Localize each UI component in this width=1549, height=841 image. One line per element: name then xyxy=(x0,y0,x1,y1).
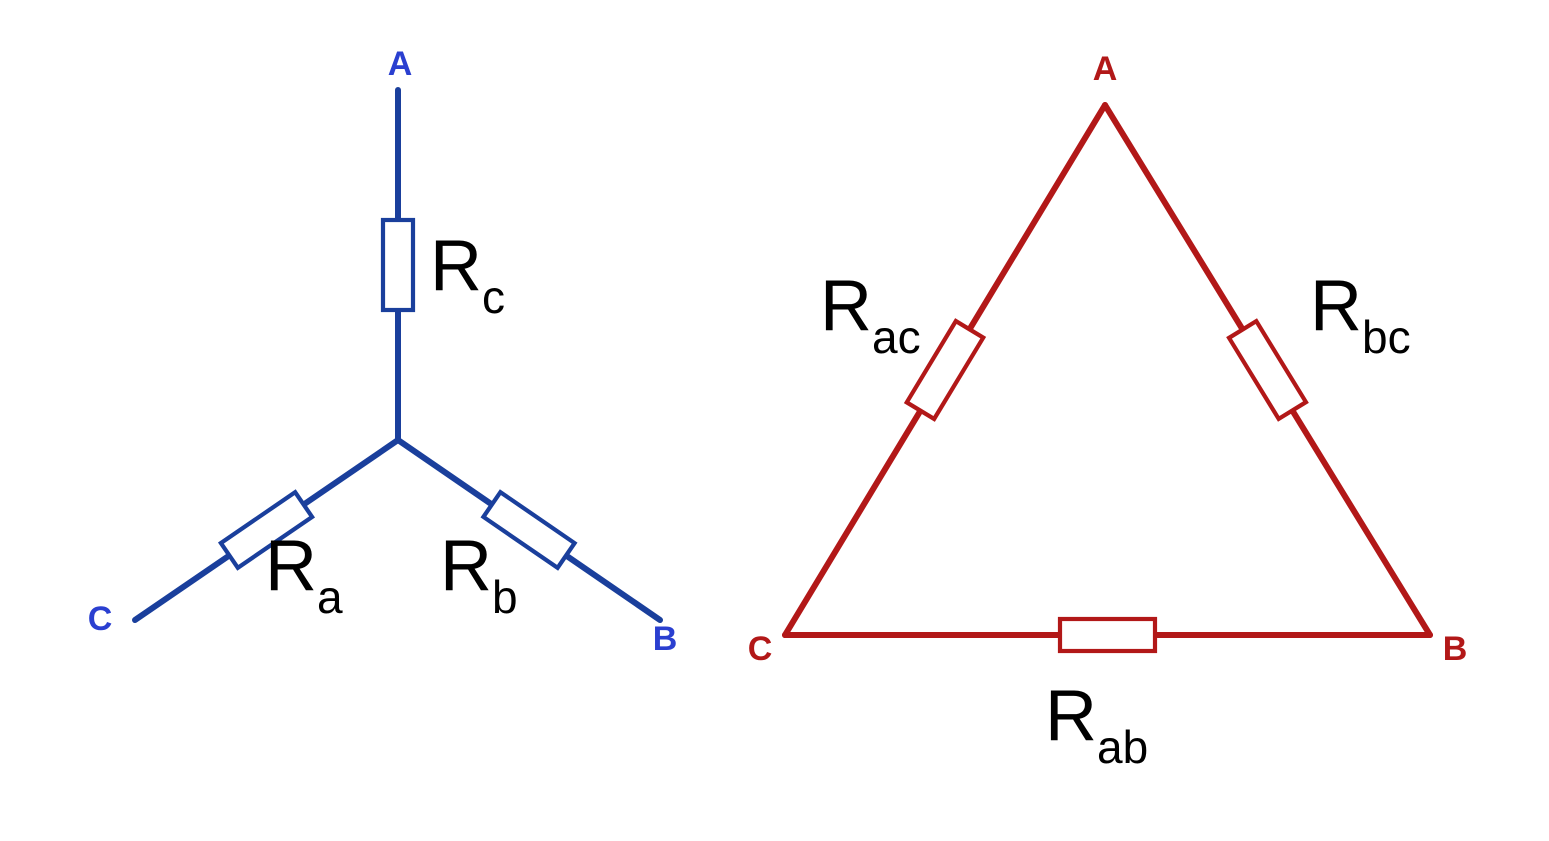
wye-node-a-label: A xyxy=(388,45,413,83)
wye-ra-wire-2 xyxy=(135,555,229,620)
wye-rc-resistor xyxy=(383,220,413,310)
delta-rbc-wire-1 xyxy=(1105,105,1243,330)
delta-rbc-wire-2 xyxy=(1292,410,1430,635)
delta-rac-wire-2 xyxy=(785,411,920,635)
delta-node-c-label: C xyxy=(748,630,773,668)
label-ra: Ra xyxy=(265,526,343,623)
label-rb: Rb xyxy=(440,526,518,623)
wye-rb-wire-2 xyxy=(566,555,660,620)
label-rc: Rc xyxy=(430,226,505,323)
wye-rb-wire-1 xyxy=(398,440,492,505)
label-rbc: Rbc xyxy=(1310,266,1411,363)
label-rab: Rab xyxy=(1045,676,1148,773)
wye-ra-wire-1 xyxy=(304,440,398,505)
wye-node-b-label: B xyxy=(653,620,678,658)
wye-rb-resistor xyxy=(483,492,574,568)
delta-rab-resistor xyxy=(1060,619,1155,651)
delta-rac-wire-1 xyxy=(970,105,1105,329)
delta-rbc-resistor xyxy=(1229,321,1306,419)
delta-node-b-label: B xyxy=(1443,630,1468,668)
delta-node-a-label: A xyxy=(1093,50,1118,88)
label-rac: Rac xyxy=(820,266,921,363)
wye-node-c-label: C xyxy=(88,600,113,638)
circuit-diagram: Rc Ra Rb A B C Rac Rbc Rab A B C xyxy=(0,0,1549,841)
